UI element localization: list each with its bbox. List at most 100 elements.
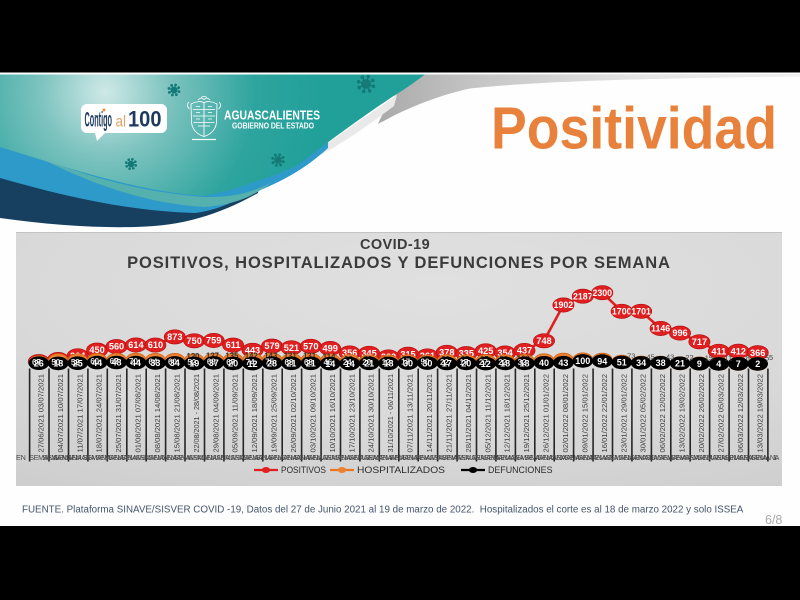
svg-text:SEMANA: SEMANA (364, 455, 392, 462)
svg-text:560: 560 (109, 342, 124, 352)
svg-text:SEMANA: SEMANA (390, 455, 418, 462)
svg-text:63: 63 (285, 358, 294, 367)
svg-text:17: 17 (459, 358, 468, 367)
svg-text:5: 5 (769, 353, 773, 362)
svg-text:23/01/2021 29/01/2022: 23/01/2021 29/01/2022 (619, 374, 628, 453)
svg-text:SEMANA: SEMANA (484, 455, 512, 462)
svg-text:40: 40 (539, 358, 549, 368)
svg-text:SEMANA: SEMANA (525, 455, 553, 462)
svg-text:SEMANA: SEMANA (323, 455, 351, 462)
svg-text:SEMANA: SEMANA (725, 455, 753, 462)
svg-text:750: 750 (187, 336, 202, 346)
svg-text:45: 45 (646, 352, 654, 361)
svg-text:60: 60 (168, 358, 177, 367)
svg-text:74: 74 (246, 358, 255, 367)
svg-text:15/08/2021 21/08/2021: 15/08/2021 21/08/2021 (172, 374, 181, 453)
svg-text:al: al (116, 114, 127, 131)
svg-text:26/12/2021 01/01/2022: 26/12/2021 01/01/2022 (542, 374, 551, 453)
svg-text:18: 18 (53, 359, 63, 369)
svg-text:366: 366 (750, 348, 765, 358)
svg-text:443: 443 (245, 345, 260, 355)
svg-text:21/11/2021 27/11/2021: 21/11/2021 27/11/2021 (444, 374, 453, 453)
svg-text:70: 70 (129, 357, 138, 366)
svg-text:SEMANA: SEMANA (231, 455, 259, 462)
svg-text:21: 21 (364, 359, 374, 369)
svg-text:5: 5 (765, 354, 769, 363)
svg-text:31/10/2021 - 06/11/2021: 31/10/2021 - 06/11/2021 (386, 374, 395, 453)
svg-text:27: 27 (479, 358, 488, 367)
svg-text:SEMANA: SEMANA (538, 455, 566, 462)
svg-text:SEMANA: SEMANA (415, 455, 443, 462)
svg-text:SEMANA: SEMANA (43, 455, 71, 462)
svg-text:SEMANA: SEMANA (430, 455, 458, 462)
svg-text:21: 21 (286, 359, 296, 369)
svg-text:90: 90 (421, 358, 430, 367)
svg-text:30/01/2022 05/02/2022: 30/01/2022 05/02/2022 (639, 374, 648, 453)
svg-text:SEMANA: SEMANA (630, 455, 658, 462)
svg-text:13/03/2022 19/03/2022: 13/03/2022 19/03/2022 (755, 374, 764, 453)
svg-text:SEMANA: SEMANA (136, 455, 164, 462)
svg-text:30: 30 (422, 358, 432, 368)
svg-text:1700: 1700 (612, 306, 632, 316)
svg-text:4: 4 (716, 359, 721, 369)
svg-text:12/09/2021 18/09/2021: 12/09/2021 18/09/2021 (250, 374, 259, 453)
svg-text:22/08/2021 - 28/08/2021: 22/08/2021 - 28/08/2021 (192, 374, 201, 453)
svg-text:17/10/2021 23/10/2021: 17/10/2021 23/10/2021 (347, 374, 356, 453)
svg-text:34: 34 (636, 358, 646, 368)
svg-text:09/01/2022 15/01/2022: 09/01/2022 15/01/2022 (580, 374, 589, 453)
svg-text:354: 354 (497, 348, 513, 358)
svg-text:20/02/2022 26/02/2022: 20/02/2022 26/02/2022 (697, 374, 706, 453)
svg-text:13/02/2022 19/02/2022: 13/02/2022 19/02/2022 (678, 374, 687, 453)
svg-text:315: 315 (400, 349, 415, 359)
svg-text:11: 11 (724, 354, 732, 363)
svg-text:SEMANA: SEMANA (349, 455, 377, 462)
svg-text:GOBIERNO DEL ESTADO: GOBIERNO DEL ESTADO (232, 122, 314, 131)
svg-text:SEMANA: SEMANA (565, 455, 593, 462)
svg-text:SEMANA: SEMANA (578, 455, 606, 462)
svg-text:05/12/2021 11/12/2021: 05/12/2021 11/12/2021 (483, 374, 492, 453)
svg-text:08/08/2021 14/08/2021: 08/08/2021 14/08/2021 (153, 374, 162, 453)
svg-text:37: 37 (209, 358, 219, 368)
svg-text:100: 100 (128, 107, 162, 132)
svg-text:SEMANA: SEMANA (658, 455, 686, 462)
svg-text:25: 25 (73, 358, 83, 368)
svg-text:14: 14 (325, 359, 335, 369)
svg-text:SEMANA: SEMANA (216, 455, 244, 462)
svg-text:SEMANA: SEMANA (244, 455, 272, 462)
svg-text:30: 30 (403, 358, 413, 368)
svg-text:SEMANA: SEMANA (442, 455, 470, 462)
svg-text:1701: 1701 (631, 306, 651, 316)
svg-text:SEMANA: SEMANA (174, 455, 202, 462)
svg-text:05/09/2021 11/09/2021: 05/09/2021 11/09/2021 (231, 374, 240, 453)
svg-text:SEMANA: SEMANA (552, 455, 580, 462)
svg-text:570: 570 (303, 341, 318, 351)
svg-text:378: 378 (439, 347, 454, 357)
svg-text:43: 43 (558, 358, 568, 368)
svg-text:69: 69 (207, 358, 216, 367)
svg-text:SEMANA: SEMANA (67, 455, 95, 462)
svg-text:717: 717 (692, 337, 707, 347)
svg-text:52: 52 (187, 358, 196, 367)
svg-text:19/12/2021 25/12/2021: 19/12/2021 25/12/2021 (522, 374, 531, 453)
svg-text:22: 22 (440, 358, 449, 367)
svg-text:AGUASCALIENTES: AGUASCALIENTES (224, 108, 320, 123)
svg-text:11/07/2021 17/07/2021: 11/07/2021 17/07/2021 (75, 374, 84, 453)
svg-text:12: 12 (481, 359, 491, 369)
svg-text:48: 48 (111, 358, 121, 368)
svg-text:6/8: 6/8 (765, 513, 782, 527)
svg-text:27/02/2022 05/03/2022: 27/02/2022 05/03/2022 (716, 374, 725, 453)
svg-text:24/10/2021 30/10/2021: 24/10/2021 30/10/2021 (367, 374, 376, 453)
svg-text:SEMANA: SEMANA (29, 455, 57, 462)
svg-text:499: 499 (323, 344, 338, 354)
svg-text:75: 75 (265, 358, 274, 367)
svg-text:2300: 2300 (593, 288, 613, 298)
svg-text:SEMANA: SEMANA (751, 455, 779, 462)
svg-text:345: 345 (361, 348, 376, 358)
svg-text:43: 43 (666, 353, 674, 362)
svg-text:SEMANA: SEMANA (189, 455, 217, 462)
svg-text:20: 20 (362, 358, 371, 367)
svg-text:SEMANA: SEMANA (645, 455, 673, 462)
svg-text:996: 996 (672, 328, 687, 338)
svg-text:14: 14 (345, 359, 355, 369)
svg-text:67: 67 (110, 357, 119, 366)
